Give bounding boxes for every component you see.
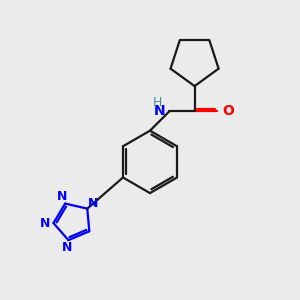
Text: N: N [40,217,51,230]
Text: H: H [153,96,162,109]
Text: N: N [61,242,72,254]
Text: O: O [222,104,234,118]
Text: N: N [57,190,67,203]
Text: N: N [154,104,166,118]
Text: N: N [88,197,98,210]
